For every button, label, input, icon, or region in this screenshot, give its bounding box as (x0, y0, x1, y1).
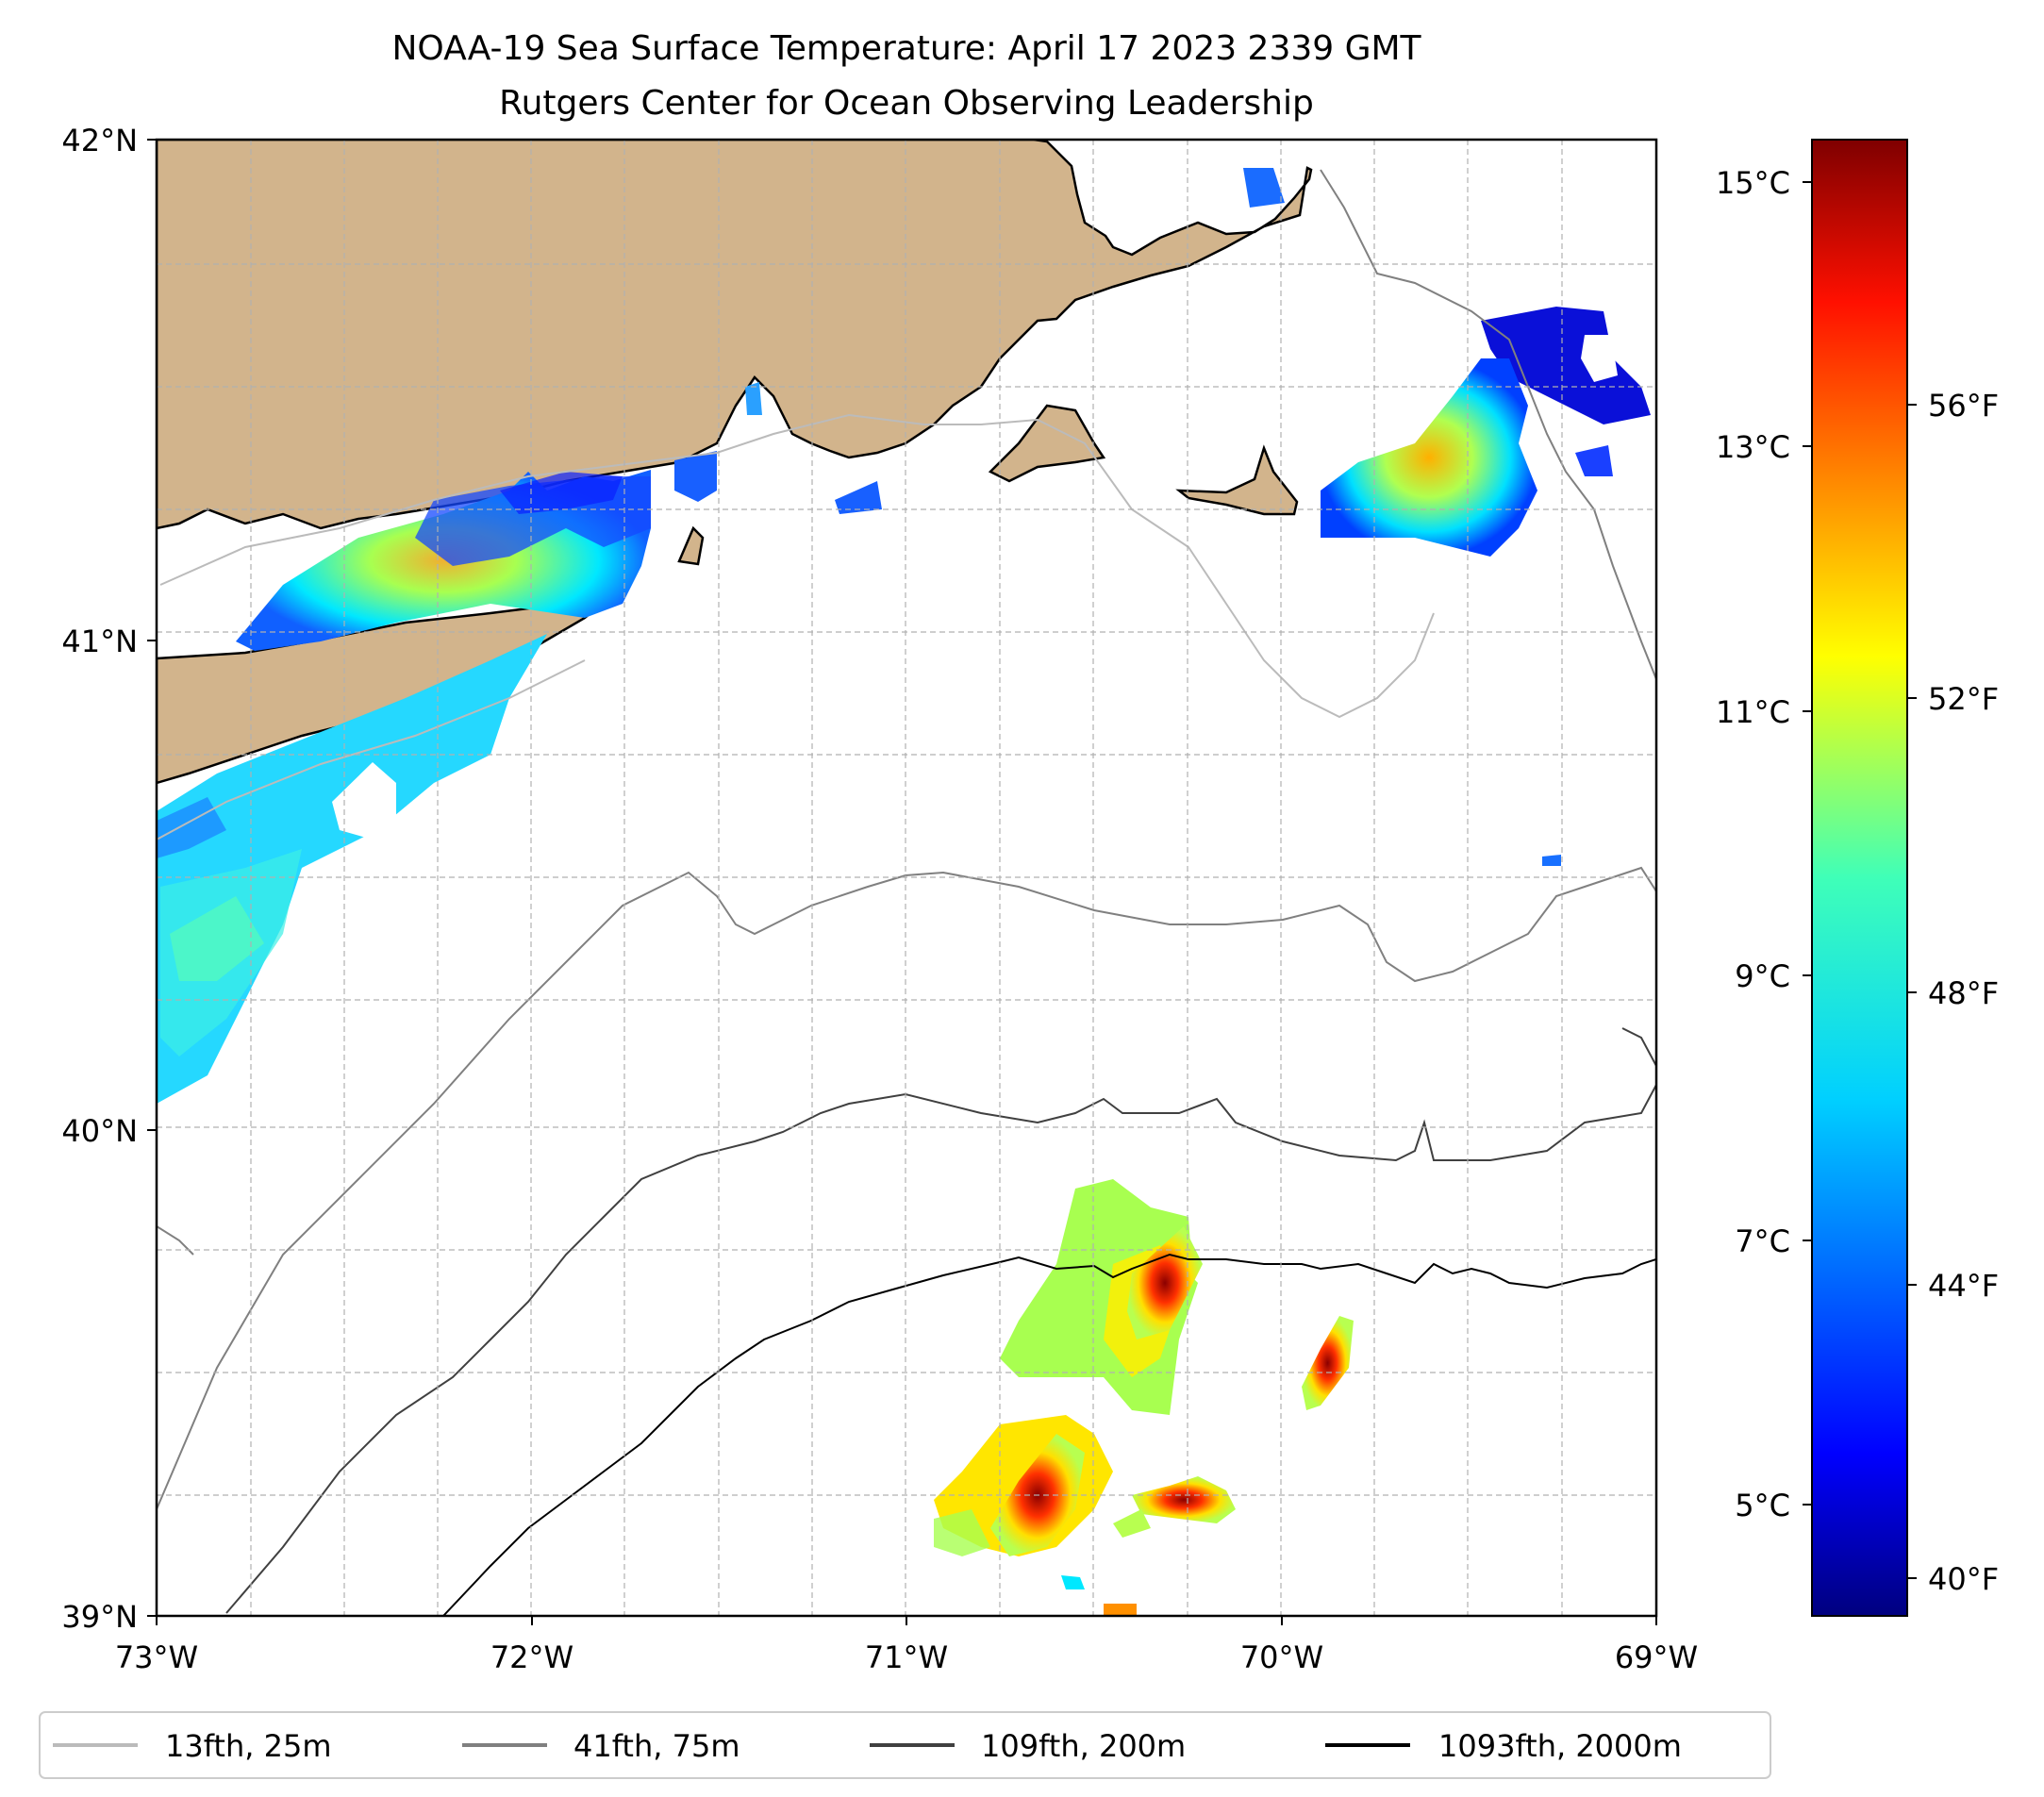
map-title-line1: NOAA-19 Sea Surface Temperature: April 1… (391, 29, 1421, 68)
map-gridlines (157, 140, 1656, 1616)
colorbar-label-40f: 40°F (1928, 1561, 1999, 1597)
land-block-island (677, 525, 705, 566)
isobath-legend: 13fth, 25m 41fth, 75m 109fth, 200m 1093f… (39, 1711, 1771, 1779)
colorbar-label-11c: 11°C (1716, 694, 1790, 730)
legend-label-25m: 13fth, 25m (165, 1728, 331, 1764)
colorbar-label-7c: 7°C (1735, 1223, 1790, 1259)
colorbar-label-52f: 52°F (1928, 681, 1999, 717)
sst-patch-narragansett (674, 382, 882, 514)
x-tick-label-70w: 70°W (1240, 1639, 1323, 1675)
colorbar-label-5c: 5°C (1735, 1488, 1790, 1523)
legend-label-75m: 41fth, 75m (573, 1728, 739, 1764)
sst-patch-ny-bight (157, 634, 547, 1104)
colorbar-celsius-ticks (1803, 181, 1812, 1506)
colorbar (1811, 139, 1908, 1617)
land-long-island (157, 592, 614, 785)
y-tick-label-40n: 40°N (61, 1113, 138, 1149)
colorbar-label-13c: 13°C (1716, 429, 1790, 465)
sst-patch-southern-warm (934, 1316, 1354, 1616)
legend-label-200m: 109fth, 200m (981, 1728, 1186, 1764)
land-marthas-vineyard (988, 404, 1106, 483)
isobath-2000m (442, 1253, 1656, 1616)
isobath-25m (157, 413, 1435, 840)
sst-patch-georges-bank (1321, 307, 1651, 557)
map-title-line2: Rutgers Center for Ocean Observing Leade… (499, 84, 1314, 123)
y-tick-label-42n: 42°N (61, 123, 138, 158)
land-nantucket (1175, 444, 1299, 516)
land-new-england (157, 140, 1313, 530)
sst-patch-shelf-break-warm (1000, 1179, 1203, 1415)
legend-label-2000m: 1093fth, 2000m (1438, 1728, 1682, 1764)
colorbar-fahrenheit-ticks (1907, 404, 1917, 1579)
colorbar-label-9c: 9°C (1735, 958, 1790, 994)
x-tick-label-71w: 71°W (865, 1639, 948, 1675)
sst-patch-cape-cod-bay (1243, 168, 1285, 208)
colorbar-label-44f: 44°F (1928, 1268, 1999, 1304)
colorbar-label-56f: 56°F (1928, 388, 1999, 424)
isobath-200m (225, 1027, 1656, 1614)
y-tick-label-39n: 39°N (61, 1599, 138, 1635)
y-tick-label-41n: 41°N (61, 624, 138, 659)
colorbar-label-48f: 48°F (1928, 975, 1999, 1011)
sst-patch-small-southeast (1542, 855, 1561, 866)
x-tick-label-73w: 73°W (115, 1639, 198, 1675)
x-axis (156, 1616, 1657, 1625)
colorbar-label-15c: 15°C (1716, 165, 1790, 201)
y-axis (147, 139, 157, 1617)
x-tick-label-69w: 69°W (1615, 1639, 1698, 1675)
x-tick-label-72w: 72°W (490, 1639, 573, 1675)
